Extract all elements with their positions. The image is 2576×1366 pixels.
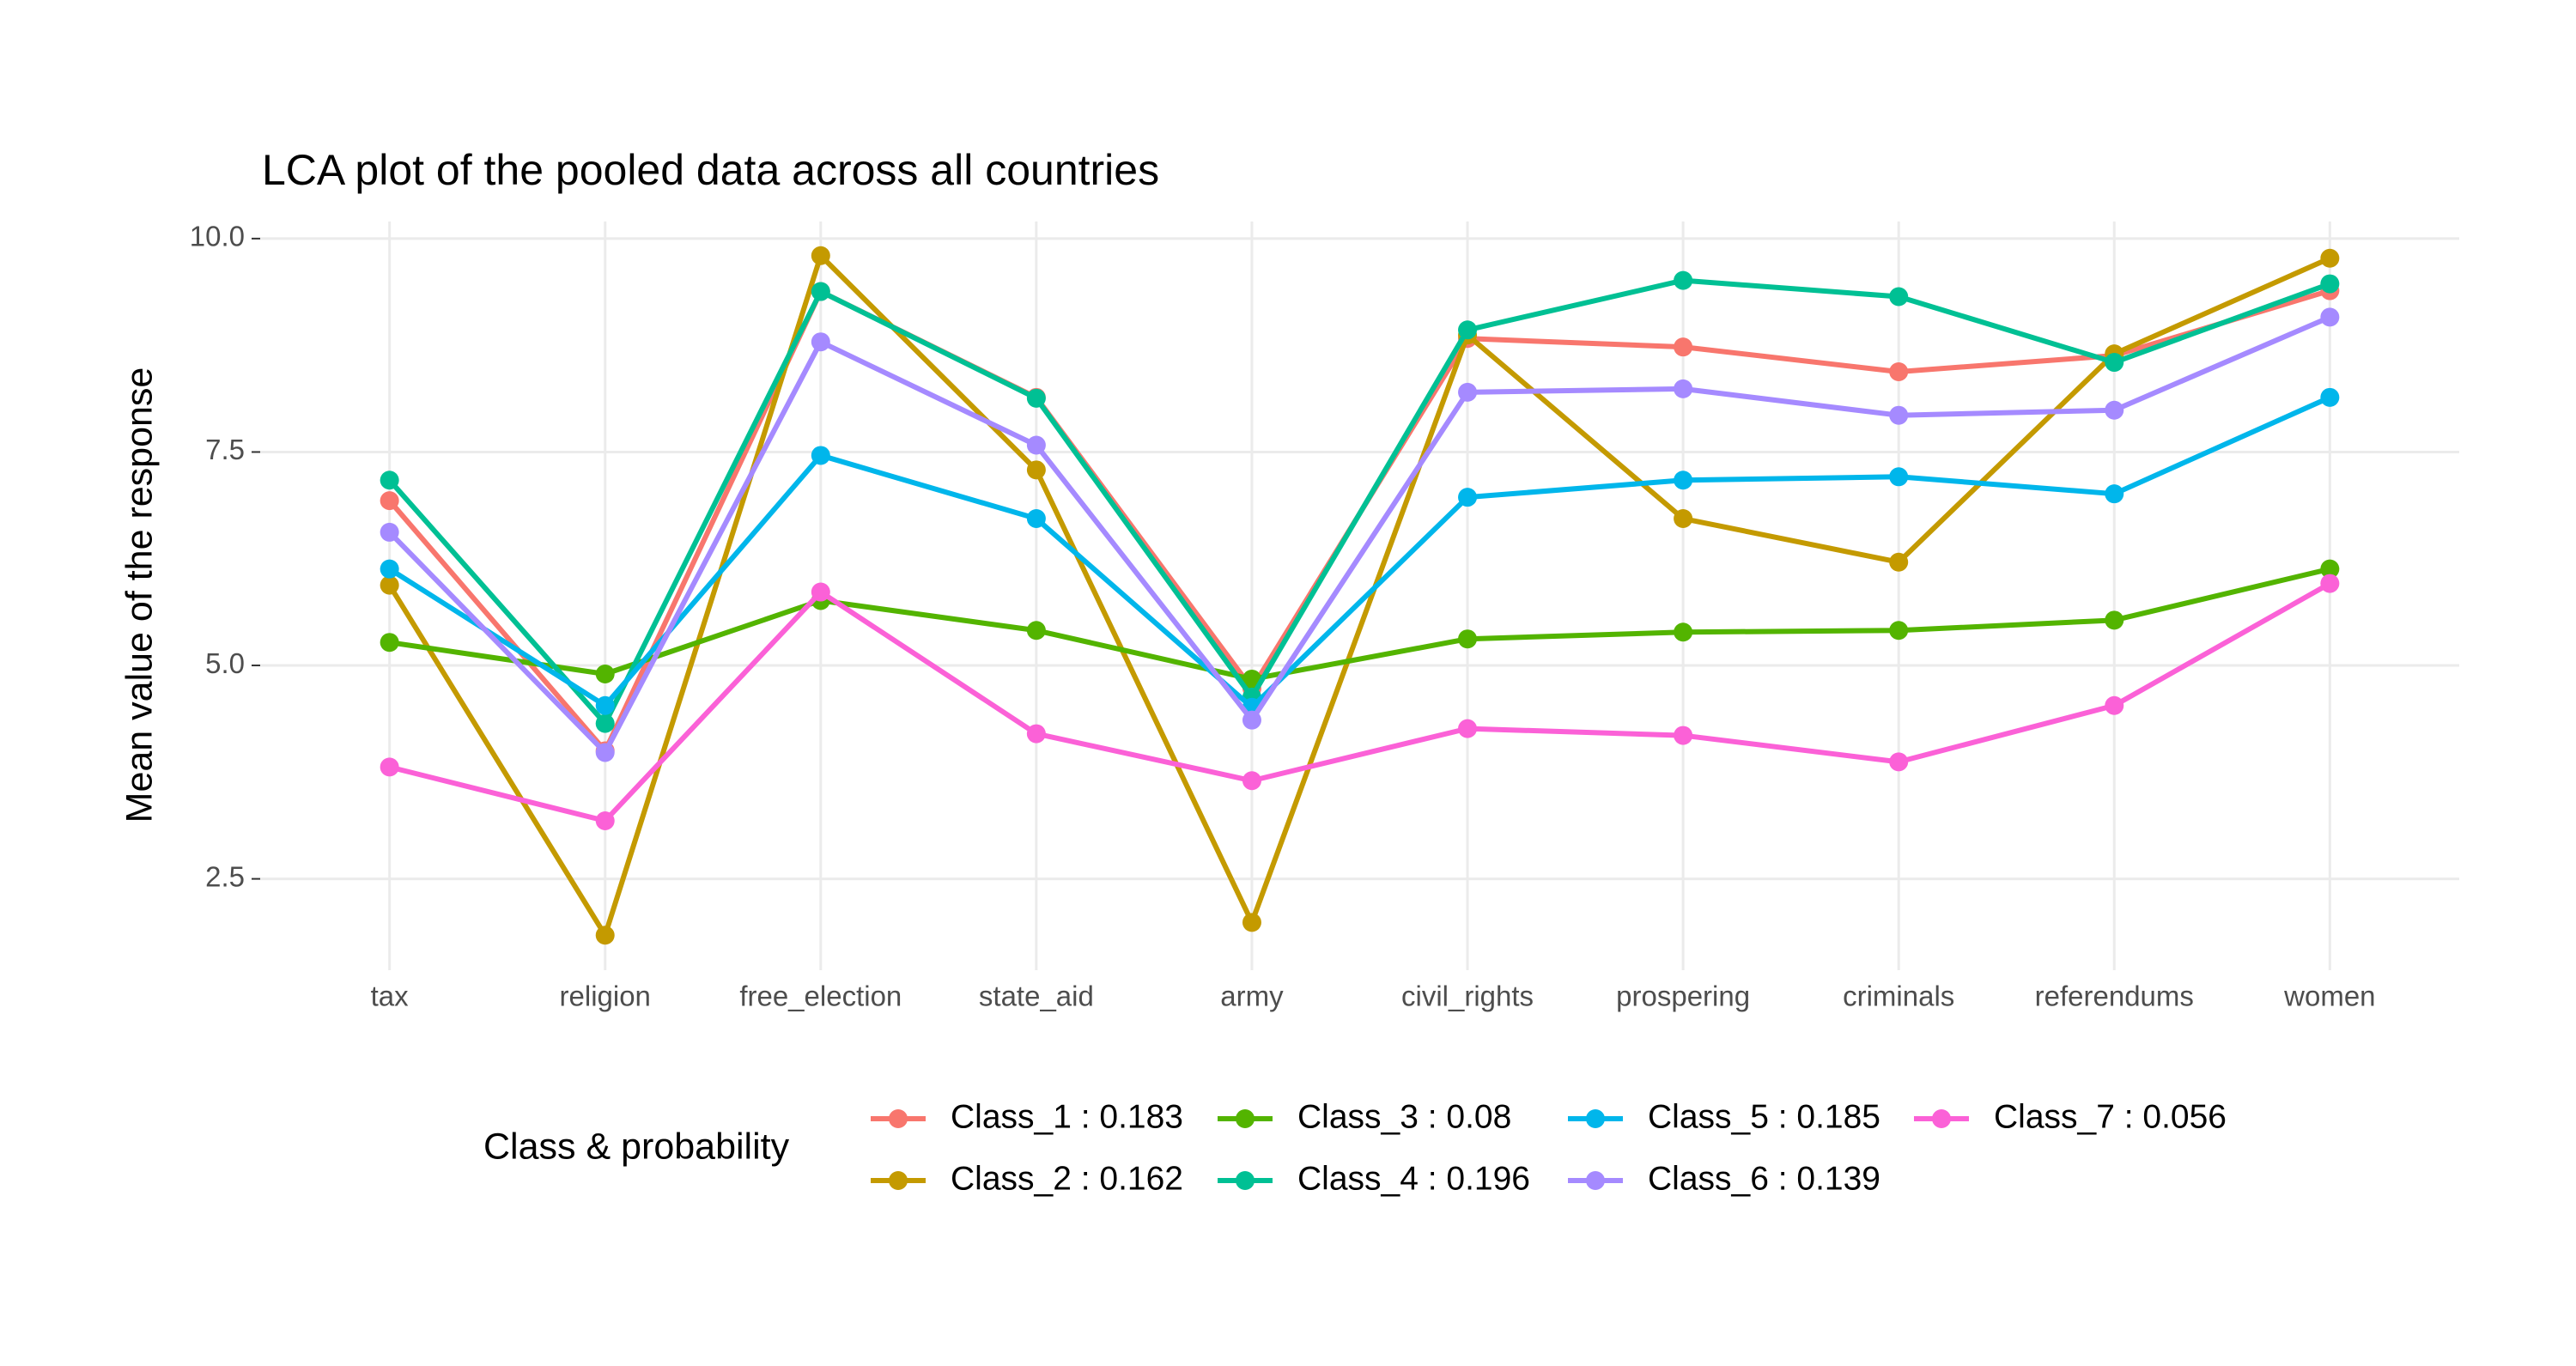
data-point (2320, 307, 2340, 327)
data-point (1889, 287, 1909, 307)
x-tick-label: civil_rights (1401, 980, 1534, 1012)
y-tick-label: 2.5 (205, 860, 245, 892)
data-point (1026, 388, 1046, 408)
x-tick-label: criminals (1843, 980, 1954, 1012)
data-point (1674, 509, 1693, 529)
y-axis-title: Mean value of the response (118, 367, 160, 823)
x-tick-label: referendums (2035, 980, 2194, 1012)
legend-label: Class_1 : 0.183 (951, 1098, 1183, 1135)
y-tick-label: 10.0 (190, 221, 245, 252)
data-point (380, 559, 399, 579)
data-point (1026, 460, 1046, 480)
data-point (380, 522, 399, 542)
x-tick-label: religion (560, 980, 651, 1012)
data-point (1026, 621, 1046, 641)
data-point (1242, 669, 1261, 689)
data-point (1674, 725, 1693, 745)
data-point (1026, 509, 1046, 529)
legend-key-point (889, 1171, 908, 1190)
data-point (595, 743, 615, 762)
chart-title: LCA plot of the pooled data across all c… (262, 146, 1159, 194)
series-line (389, 566, 2331, 682)
data-point (1242, 913, 1261, 932)
data-point (380, 757, 399, 777)
legend-title: Class & probability (483, 1126, 790, 1167)
series-line (388, 395, 2331, 710)
data-point (2105, 695, 2124, 715)
data-point (2320, 387, 2340, 407)
data-point (1242, 771, 1261, 791)
data-point (2320, 274, 2340, 294)
x-tick-label: free_election (739, 980, 902, 1012)
data-point (1674, 622, 1693, 642)
data-point (2105, 353, 2124, 373)
legend-label: Class_7 : 0.056 (1994, 1098, 2227, 1135)
x-tick-label: women (2283, 980, 2375, 1012)
data-point (1026, 435, 1046, 455)
data-point (595, 926, 615, 945)
data-point (1889, 405, 1909, 425)
x-tick-label: prospering (1616, 980, 1750, 1012)
legend-key-point (1586, 1109, 1605, 1128)
data-point (2320, 559, 2340, 579)
data-point (1889, 752, 1909, 772)
data-point (595, 810, 615, 830)
data-point (2320, 248, 2340, 268)
data-point (1458, 488, 1478, 507)
data-point (1458, 382, 1478, 402)
data-point (1458, 719, 1478, 738)
data-point (2320, 574, 2340, 593)
data-point (811, 582, 830, 602)
data-point (1674, 337, 1693, 357)
data-point (811, 332, 830, 352)
data-point (1889, 621, 1909, 641)
data-point (1674, 379, 1693, 398)
series-line (388, 580, 2331, 823)
legend-label: Class_2 : 0.162 (951, 1160, 1183, 1197)
legend-key-point (889, 1109, 908, 1128)
legend-key-point (1586, 1171, 1605, 1190)
legend-label: Class_5 : 0.185 (1648, 1098, 1880, 1135)
data-point (811, 246, 830, 265)
x-tick-label: army (1220, 980, 1284, 1012)
data-point (1242, 710, 1261, 730)
data-point (595, 695, 615, 715)
legend-label: Class_6 : 0.139 (1648, 1160, 1880, 1197)
legend-label: Class_3 : 0.08 (1297, 1098, 1511, 1135)
series-line (387, 314, 2331, 756)
data-point (1458, 320, 1478, 340)
x-tick-label: state_aid (979, 980, 1094, 1012)
y-tick-label: 5.0 (205, 647, 245, 679)
series-line (387, 252, 2331, 938)
data-point (1026, 724, 1046, 744)
data-point (2105, 484, 2124, 504)
data-point (1889, 467, 1909, 487)
data-point (1458, 629, 1478, 649)
legend-key-point (1932, 1109, 1951, 1128)
data-point (380, 471, 399, 490)
data-point (380, 633, 399, 653)
data-point (380, 491, 399, 511)
data-point (811, 446, 830, 465)
data-point (1674, 471, 1693, 490)
data-point (2105, 400, 2124, 420)
data-point (595, 713, 615, 733)
series-line (387, 277, 2331, 726)
legend-key-point (1236, 1171, 1255, 1190)
legend-key-point (1236, 1109, 1255, 1128)
data-point (595, 664, 615, 683)
y-tick-label: 7.5 (205, 434, 245, 465)
data-point (1889, 552, 1909, 572)
x-tick-label: tax (371, 980, 410, 1012)
data-point (380, 575, 399, 595)
data-point (1674, 270, 1693, 290)
data-point (1889, 361, 1909, 381)
data-point (2105, 610, 2124, 630)
legend-label: Class_4 : 0.196 (1297, 1160, 1530, 1197)
data-point (811, 282, 830, 301)
